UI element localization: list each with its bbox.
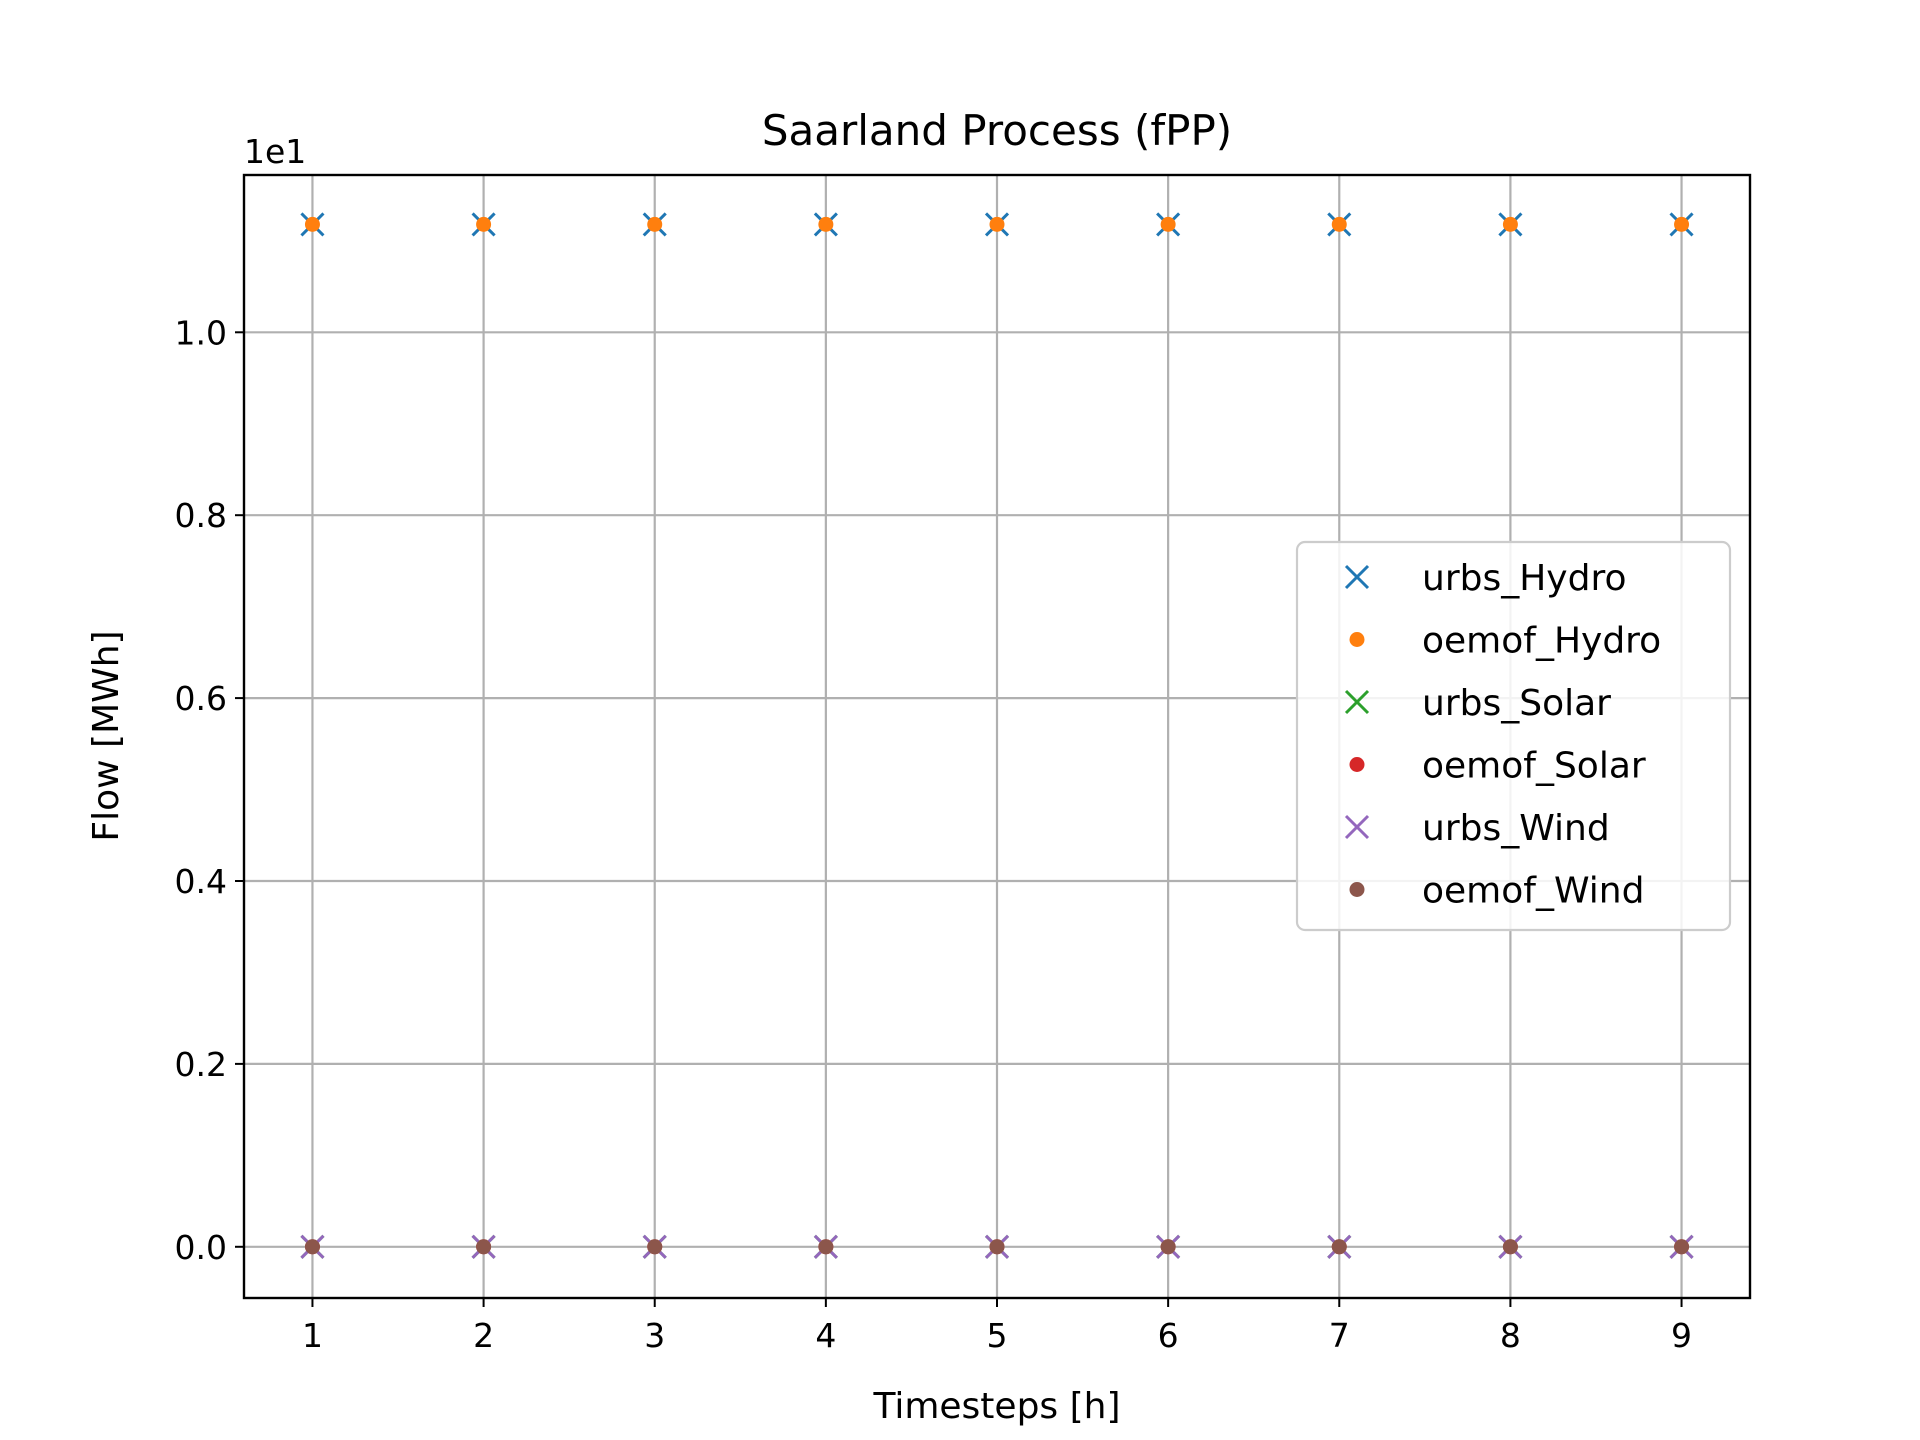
y-tick-label: 0.8 bbox=[175, 496, 227, 535]
y-tick-label: 0.6 bbox=[175, 679, 227, 718]
y-axis-label: Flow [MWh] bbox=[86, 630, 127, 841]
y-tick-label: 0.0 bbox=[175, 1228, 227, 1267]
x-tick-label: 1 bbox=[302, 1316, 323, 1355]
legend-item: urbs_Solar bbox=[1344, 683, 1611, 724]
legend-marker bbox=[1344, 564, 1370, 590]
legend-item: oemof_Solar bbox=[1349, 746, 1646, 787]
data-point bbox=[647, 216, 663, 232]
data-point bbox=[1331, 216, 1347, 232]
data-point bbox=[1674, 1239, 1690, 1255]
data-point bbox=[1331, 1239, 1347, 1255]
legend: urbs_Hydro oemof_Hydro urbs_Solar oemof_Sol… bbox=[1295, 540, 1732, 932]
axis-ticks: 1 2 3 4 5 6 7 8 9 0.0 0.2 0.4 0.6 0.8 1.0 bbox=[175, 313, 1693, 1355]
data-points bbox=[300, 212, 1694, 1259]
data-point bbox=[1502, 216, 1518, 232]
legend-label: urbs_Hydro bbox=[1422, 558, 1627, 599]
data-point bbox=[1160, 1239, 1176, 1255]
x-tick-label: 5 bbox=[987, 1316, 1008, 1355]
x-tick-label: 6 bbox=[1158, 1316, 1179, 1355]
legend-item: oemof_Wind bbox=[1349, 871, 1644, 912]
legend-marker bbox=[1349, 757, 1365, 772]
data-point bbox=[304, 216, 320, 232]
data-point bbox=[1674, 216, 1690, 232]
data-point bbox=[989, 1239, 1005, 1255]
data-point bbox=[647, 1239, 663, 1255]
x-tick-label: 7 bbox=[1329, 1316, 1350, 1355]
series-oemof-hydro bbox=[304, 216, 1690, 232]
legend-marker bbox=[1344, 689, 1370, 715]
legend-item: oemof_Hydro bbox=[1349, 621, 1661, 662]
legend-label: oemof_Solar bbox=[1422, 746, 1646, 787]
legend-marker bbox=[1349, 882, 1365, 897]
y-offset-text: 1e1 bbox=[244, 132, 306, 171]
y-tick-label: 1.0 bbox=[175, 313, 227, 352]
legend-label: oemof_Hydro bbox=[1422, 621, 1661, 662]
legend-label: urbs_Solar bbox=[1422, 683, 1611, 724]
data-point bbox=[1160, 216, 1176, 232]
data-point bbox=[476, 1239, 492, 1255]
y-tick-label: 0.4 bbox=[175, 862, 227, 901]
legend-item: urbs_Hydro bbox=[1344, 558, 1627, 599]
x-tick-label: 9 bbox=[1671, 1316, 1692, 1355]
legend-marker bbox=[1349, 632, 1365, 647]
x-tick-label: 8 bbox=[1500, 1316, 1521, 1355]
data-point bbox=[818, 216, 834, 232]
data-point bbox=[1502, 1239, 1518, 1255]
legend-item: urbs_Wind bbox=[1344, 808, 1610, 849]
legend-label: oemof_Wind bbox=[1422, 871, 1644, 912]
x-tick-label: 2 bbox=[473, 1316, 494, 1355]
legend-marker bbox=[1344, 814, 1370, 840]
y-tick-label: 0.2 bbox=[175, 1045, 227, 1084]
series-oemof-wind bbox=[304, 1239, 1690, 1255]
x-tick-label: 4 bbox=[815, 1316, 836, 1355]
legend-box bbox=[1295, 540, 1732, 932]
x-axis-label: Timesteps [h] bbox=[872, 1386, 1120, 1427]
plot-frame bbox=[242, 173, 1752, 1300]
chart-title: Saarland Process (fPP) bbox=[762, 106, 1232, 155]
data-point bbox=[304, 1239, 320, 1255]
data-point bbox=[989, 216, 1005, 232]
x-tick-label: 3 bbox=[644, 1316, 665, 1355]
legend-label: urbs_Wind bbox=[1422, 808, 1610, 849]
data-point bbox=[818, 1239, 834, 1255]
data-point bbox=[476, 216, 492, 232]
